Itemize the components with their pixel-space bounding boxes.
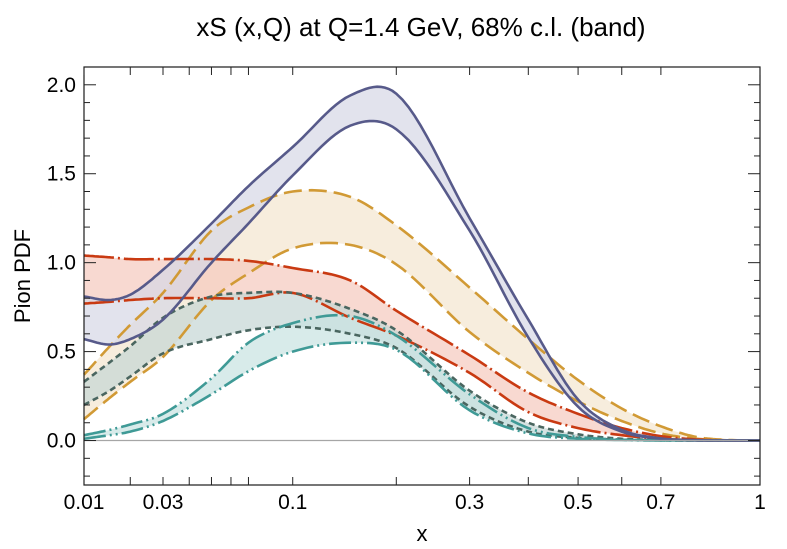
x-tick-label: 0.3	[455, 491, 484, 514]
y-tick-label: 1.5	[47, 163, 76, 186]
frame-rect	[83, 66, 761, 486]
x-tick-label: 0.1	[278, 491, 307, 514]
ticks-layer: 0.01 0.03 0.1 0.3 0.5 0.7 1 0.0 0.5 1.0 1.5 2.0	[47, 67, 766, 514]
x-axis-label: x	[417, 521, 428, 546]
x-tick-label: 0.03	[143, 491, 184, 514]
chart-title: xS (x,Q) at Q=1.4 GeV, 68% c.l. (band)	[196, 12, 645, 42]
band-gold-fill	[84, 190, 760, 441]
x-tick-label: 0.7	[646, 491, 675, 514]
band-teal-fill	[84, 315, 760, 441]
bands-layer	[83, 85, 760, 442]
x-tick-label: 0.01	[64, 491, 105, 514]
x-tick-label: 1	[754, 491, 766, 514]
x-tick-label: 0.5	[563, 491, 592, 514]
y-tick-label: 2.0	[47, 74, 76, 97]
band-purple-lower-line	[83, 119, 760, 442]
band-gray-lower-line	[83, 325, 760, 442]
band-red-fill	[84, 255, 760, 441]
band-gold-lower-line	[83, 241, 760, 442]
y-tick-label: 0.0	[47, 430, 76, 453]
y-tick-label: 0.5	[47, 341, 76, 364]
y-tick-label: 1.0	[47, 252, 76, 275]
y-axis-label: Pion PDF	[10, 229, 35, 323]
band-red-upper-line	[83, 254, 760, 442]
plot-frame	[83, 66, 761, 486]
